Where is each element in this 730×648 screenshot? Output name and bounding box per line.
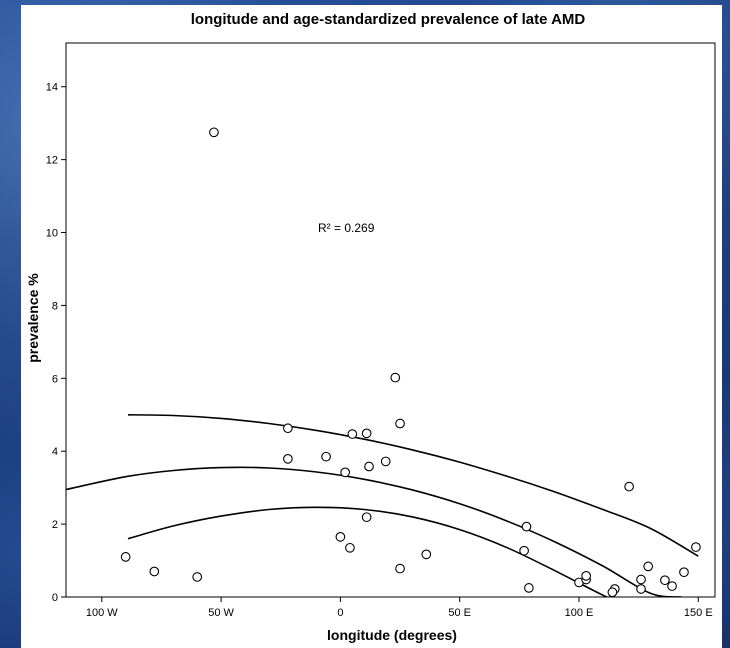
data-point (192, 572, 203, 582)
y-tick-label: 6 (52, 373, 58, 385)
data-point (519, 545, 529, 556)
data-point (345, 542, 355, 553)
y-tick-label: 4 (52, 446, 58, 458)
data-point (421, 549, 432, 560)
data-point (636, 574, 646, 585)
data-point (679, 567, 689, 578)
data-point (691, 542, 701, 552)
fitted-curve (66, 466, 682, 597)
data-point (390, 372, 401, 383)
data-point (347, 429, 358, 439)
data-points (120, 127, 701, 598)
x-axis-label: longitude (degrees) (327, 627, 457, 643)
fit-lines (66, 414, 699, 597)
y-axis-label: prevalence % (25, 273, 41, 363)
data-point (361, 428, 372, 439)
x-tick-label: 100 W (86, 607, 118, 619)
y-tick-label: 10 (46, 228, 58, 240)
data-point (209, 127, 219, 138)
data-point (524, 583, 534, 593)
y-tick-label: 12 (46, 155, 58, 167)
data-point (395, 563, 405, 574)
data-point (624, 481, 634, 492)
upper-confidence-band (127, 414, 699, 557)
data-point (361, 512, 372, 523)
y-tick-label: 0 (52, 592, 58, 604)
data-point (283, 423, 293, 434)
x-tick-label: 0 (337, 607, 343, 619)
data-point (521, 521, 532, 532)
x-tick-label: 100 E (565, 607, 594, 619)
data-point (636, 584, 646, 594)
data-point (395, 418, 405, 429)
data-point (340, 467, 351, 478)
x-axis-ticks: 100 W 50 W 0 50 E 100 E 150 E (86, 597, 713, 619)
chart-title: longitude and age-standardized prevalenc… (191, 11, 586, 28)
data-point (380, 456, 391, 467)
x-tick-label: 150 E (684, 607, 713, 619)
data-point (321, 451, 331, 462)
data-point (667, 581, 677, 591)
y-tick-label: 14 (46, 82, 58, 94)
y-tick-label: 2 (52, 519, 58, 531)
data-point (335, 532, 346, 542)
data-point (660, 575, 670, 586)
y-axis-ticks: 0 2 4 6 8 10 12 14 (46, 82, 66, 604)
x-tick-label: 50 W (208, 607, 234, 619)
data-point (283, 454, 293, 464)
data-point (120, 552, 131, 562)
plot-area (65, 42, 716, 598)
data-point (607, 587, 618, 598)
data-point (643, 561, 654, 572)
x-tick-label: 50 E (448, 607, 471, 619)
data-point (364, 461, 374, 472)
r-squared-annotation: R² = 0.269 (318, 221, 375, 235)
lower-confidence-band (127, 506, 611, 597)
y-tick-label: 8 (52, 300, 58, 312)
data-point (581, 571, 592, 581)
data-point (149, 566, 160, 577)
